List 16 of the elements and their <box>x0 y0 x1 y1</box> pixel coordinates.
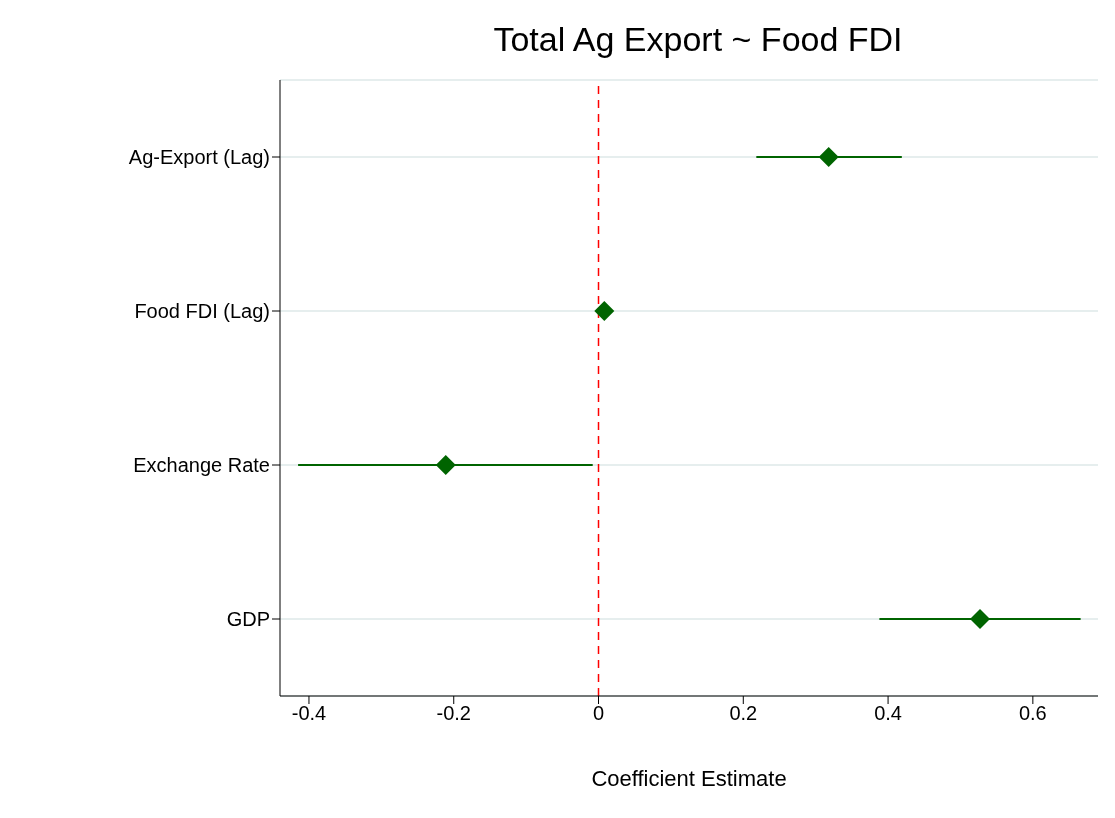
x-tick-label: -0.2 <box>436 702 471 725</box>
point <box>594 301 615 321</box>
x-tick-label: 0.6 <box>1018 702 1047 725</box>
point <box>435 455 456 475</box>
x-tick-label: 0 <box>592 702 605 725</box>
x-tick-label: 0.4 <box>874 702 902 725</box>
y-tick-label: Ag-Export (Lag) <box>128 146 270 169</box>
y-tick-label: Food FDI (Lag) <box>134 300 270 323</box>
chart-title: Total Ag Export ~ Food FDI <box>492 20 904 60</box>
x-tick-label: -0.4 <box>291 702 327 725</box>
y-tick-label: GDP <box>226 608 270 631</box>
y-tick-label: Exchange Rate <box>133 454 270 477</box>
point <box>970 609 991 629</box>
x-axis-title: Coefficient Estimate <box>591 765 787 791</box>
x-tick-label: 0.2 <box>729 702 758 725</box>
point <box>818 147 839 167</box>
